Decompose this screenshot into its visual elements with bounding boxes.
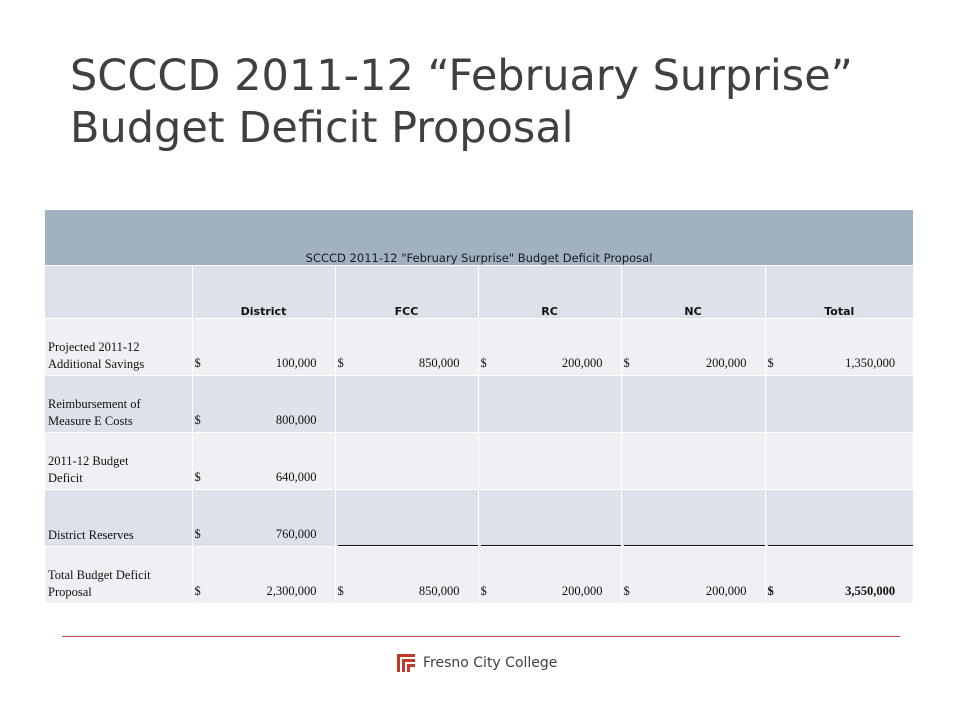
row-label-line: Proposal: [48, 585, 92, 599]
currency-sign: $: [623, 356, 630, 370]
amount: 200,000: [705, 584, 747, 598]
row-label-line: Deficit: [48, 471, 83, 485]
amount: 850,000: [418, 356, 460, 370]
currency-sign: $: [194, 413, 201, 427]
currency-sign: $: [337, 356, 344, 370]
slide-title-line-1: SCCCD 2011-12 “February Surprise”: [70, 51, 853, 101]
amount: 200,000: [705, 356, 747, 370]
budget-table: SCCCD 2011-12 "February Surprise" Budget…: [45, 210, 914, 603]
row-label-line: 2011-12 Budget: [48, 454, 129, 468]
header-blank: [45, 265, 192, 319]
cell-district: $760,000: [191, 489, 335, 547]
amount: 2,300,000: [266, 584, 317, 598]
subtotal-underline: [623, 545, 765, 546]
table-title-row: SCCCD 2011-12 "February Surprise" Budget…: [45, 210, 914, 266]
amount: 3,550,000: [845, 584, 896, 598]
currency-sign: $: [194, 470, 201, 484]
row-label: District Reserves: [45, 489, 192, 547]
cell-fcc: $850,000: [334, 318, 478, 376]
header-district: District: [191, 265, 335, 319]
cell-total: $3,550,000: [764, 546, 914, 603]
amount: 640,000: [275, 470, 317, 484]
cell-district: $100,000: [191, 318, 335, 376]
cell-fcc: $850,000: [334, 546, 478, 603]
currency-sign: $: [480, 584, 487, 598]
subtotal-underline: [767, 545, 914, 546]
footer-rule: [62, 636, 900, 637]
row-label-line: Measure E Costs: [48, 414, 133, 428]
amount: 850,000: [418, 584, 460, 598]
header-nc: NC: [620, 265, 765, 319]
currency-sign: $: [623, 584, 630, 598]
currency-sign: $: [194, 584, 201, 598]
table-title: SCCCD 2011-12 "February Surprise" Budget…: [45, 210, 914, 266]
row-label-line: Projected 2011-12: [48, 340, 140, 354]
amount: 1,350,000: [845, 356, 896, 370]
cell-nc: [620, 432, 765, 490]
cell-rc: [477, 375, 621, 433]
cell-fcc: [334, 375, 478, 433]
row-label: Total Budget Deficit Proposal: [45, 546, 192, 603]
row-label: 2011-12 Budget Deficit: [45, 432, 192, 490]
amount: 200,000: [561, 584, 603, 598]
cell-nc: [620, 375, 765, 433]
row-label-line: Additional Savings: [48, 357, 145, 371]
currency-sign: $: [480, 356, 487, 370]
footer-text: Fresno City College: [423, 655, 558, 671]
row-label: Reimbursement of Measure E Costs: [45, 375, 192, 433]
table-row: District Reserves $760,000: [45, 489, 914, 547]
cell-rc: $200,000: [477, 318, 621, 376]
slide-title-line-2: Budget Deficit Proposal: [70, 103, 574, 153]
header-fcc: FCC: [334, 265, 478, 319]
table-row: 2011-12 Budget Deficit $640,000: [45, 432, 914, 490]
currency-sign: $: [767, 356, 774, 370]
cell-nc: $200,000: [620, 318, 765, 376]
amount: 200,000: [561, 356, 603, 370]
footer: Fresno City College: [395, 652, 557, 674]
amount: 100,000: [275, 356, 317, 370]
cell-nc: [620, 489, 765, 547]
amount: 760,000: [275, 527, 317, 541]
cell-total: [764, 375, 914, 433]
header-total: Total: [764, 265, 914, 319]
header-rc: RC: [477, 265, 621, 319]
fcc-logo-icon: [395, 652, 417, 674]
subtotal-underline: [337, 545, 478, 546]
currency-sign: $: [194, 527, 201, 541]
cell-rc: [477, 489, 621, 547]
cell-fcc: [334, 489, 478, 547]
currency-sign: $: [194, 356, 201, 370]
slide-title: SCCCD 2011-12 “February Surprise” Budget…: [70, 50, 920, 154]
cell-district: $2,300,000: [191, 546, 335, 603]
cell-total: [764, 489, 914, 547]
subtotal-underline: [480, 545, 621, 546]
row-label-line: District Reserves: [48, 528, 134, 542]
row-label-line: Total Budget Deficit: [48, 568, 151, 582]
cell-total: $1,350,000: [764, 318, 914, 376]
cell-district: $640,000: [191, 432, 335, 490]
currency-sign: $: [767, 584, 774, 598]
row-label: Projected 2011-12 Additional Savings: [45, 318, 192, 376]
cell-total: [764, 432, 914, 490]
cell-rc: $200,000: [477, 546, 621, 603]
row-label-line: Reimbursement of: [48, 397, 141, 411]
table-row: Total Budget Deficit Proposal $2,300,000…: [45, 546, 914, 603]
cell-nc: $200,000: [620, 546, 765, 603]
currency-sign: $: [337, 584, 344, 598]
cell-fcc: [334, 432, 478, 490]
amount: 800,000: [275, 413, 317, 427]
table-row: Projected 2011-12 Additional Savings $10…: [45, 318, 914, 376]
cell-rc: [477, 432, 621, 490]
table-row: Reimbursement of Measure E Costs $800,00…: [45, 375, 914, 433]
table-header-row: District FCC RC NC Total: [45, 265, 914, 319]
cell-district: $800,000: [191, 375, 335, 433]
